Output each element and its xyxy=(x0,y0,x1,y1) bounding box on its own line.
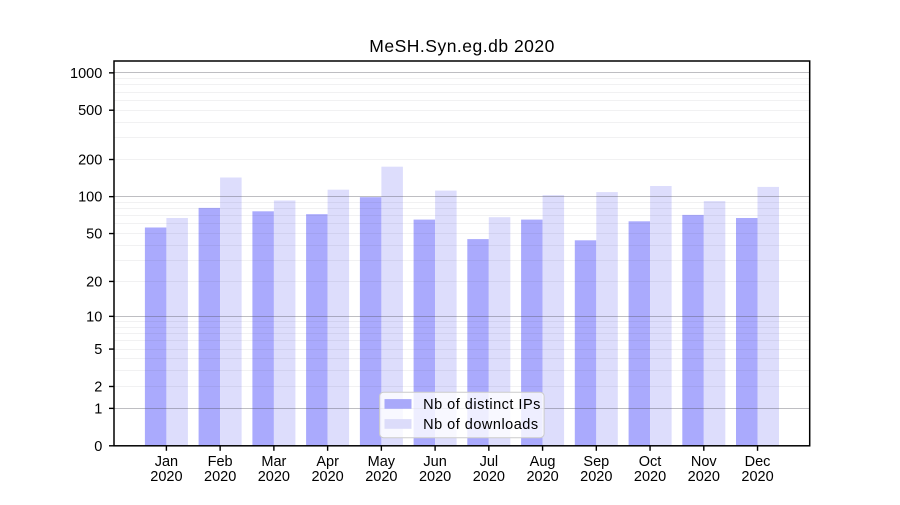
svg-text:Dec: Dec xyxy=(745,454,771,470)
svg-text:Mar: Mar xyxy=(261,454,286,470)
svg-text:2020: 2020 xyxy=(311,469,343,485)
svg-text:10: 10 xyxy=(86,309,102,325)
svg-text:Jul: Jul xyxy=(480,454,499,470)
svg-text:50: 50 xyxy=(86,227,102,243)
svg-text:2020: 2020 xyxy=(634,469,666,485)
svg-text:20: 20 xyxy=(86,274,102,290)
svg-text:2020: 2020 xyxy=(150,469,182,485)
svg-text:MeSH.Syn.eg.db 2020: MeSH.Syn.eg.db 2020 xyxy=(369,36,555,56)
svg-text:200: 200 xyxy=(78,153,102,169)
svg-text:100: 100 xyxy=(78,190,102,206)
svg-text:Aug: Aug xyxy=(530,454,556,470)
svg-text:2020: 2020 xyxy=(688,469,720,485)
svg-text:Jun: Jun xyxy=(423,454,446,470)
svg-text:Nb of distinct IPs: Nb of distinct IPs xyxy=(423,397,541,413)
svg-text:Oct: Oct xyxy=(639,454,662,470)
svg-text:May: May xyxy=(368,454,396,470)
svg-text:1: 1 xyxy=(94,401,102,417)
svg-text:2020: 2020 xyxy=(580,469,612,485)
svg-text:2020: 2020 xyxy=(419,469,451,485)
svg-text:2020: 2020 xyxy=(204,469,236,485)
svg-text:5: 5 xyxy=(94,342,102,358)
svg-text:2: 2 xyxy=(94,379,102,395)
svg-text:2020: 2020 xyxy=(741,469,773,485)
svg-text:2020: 2020 xyxy=(473,469,505,485)
svg-text:Apr: Apr xyxy=(316,454,339,470)
svg-text:2020: 2020 xyxy=(365,469,397,485)
svg-text:Feb: Feb xyxy=(208,454,233,470)
svg-text:2020: 2020 xyxy=(526,469,558,485)
svg-text:2020: 2020 xyxy=(258,469,290,485)
svg-text:Sep: Sep xyxy=(583,454,609,470)
svg-text:Jan: Jan xyxy=(155,454,178,470)
svg-text:0: 0 xyxy=(94,439,102,455)
svg-text:500: 500 xyxy=(78,103,102,119)
svg-text:1000: 1000 xyxy=(70,66,102,82)
svg-text:Nov: Nov xyxy=(691,454,718,470)
svg-text:Nb of downloads: Nb of downloads xyxy=(423,417,539,433)
